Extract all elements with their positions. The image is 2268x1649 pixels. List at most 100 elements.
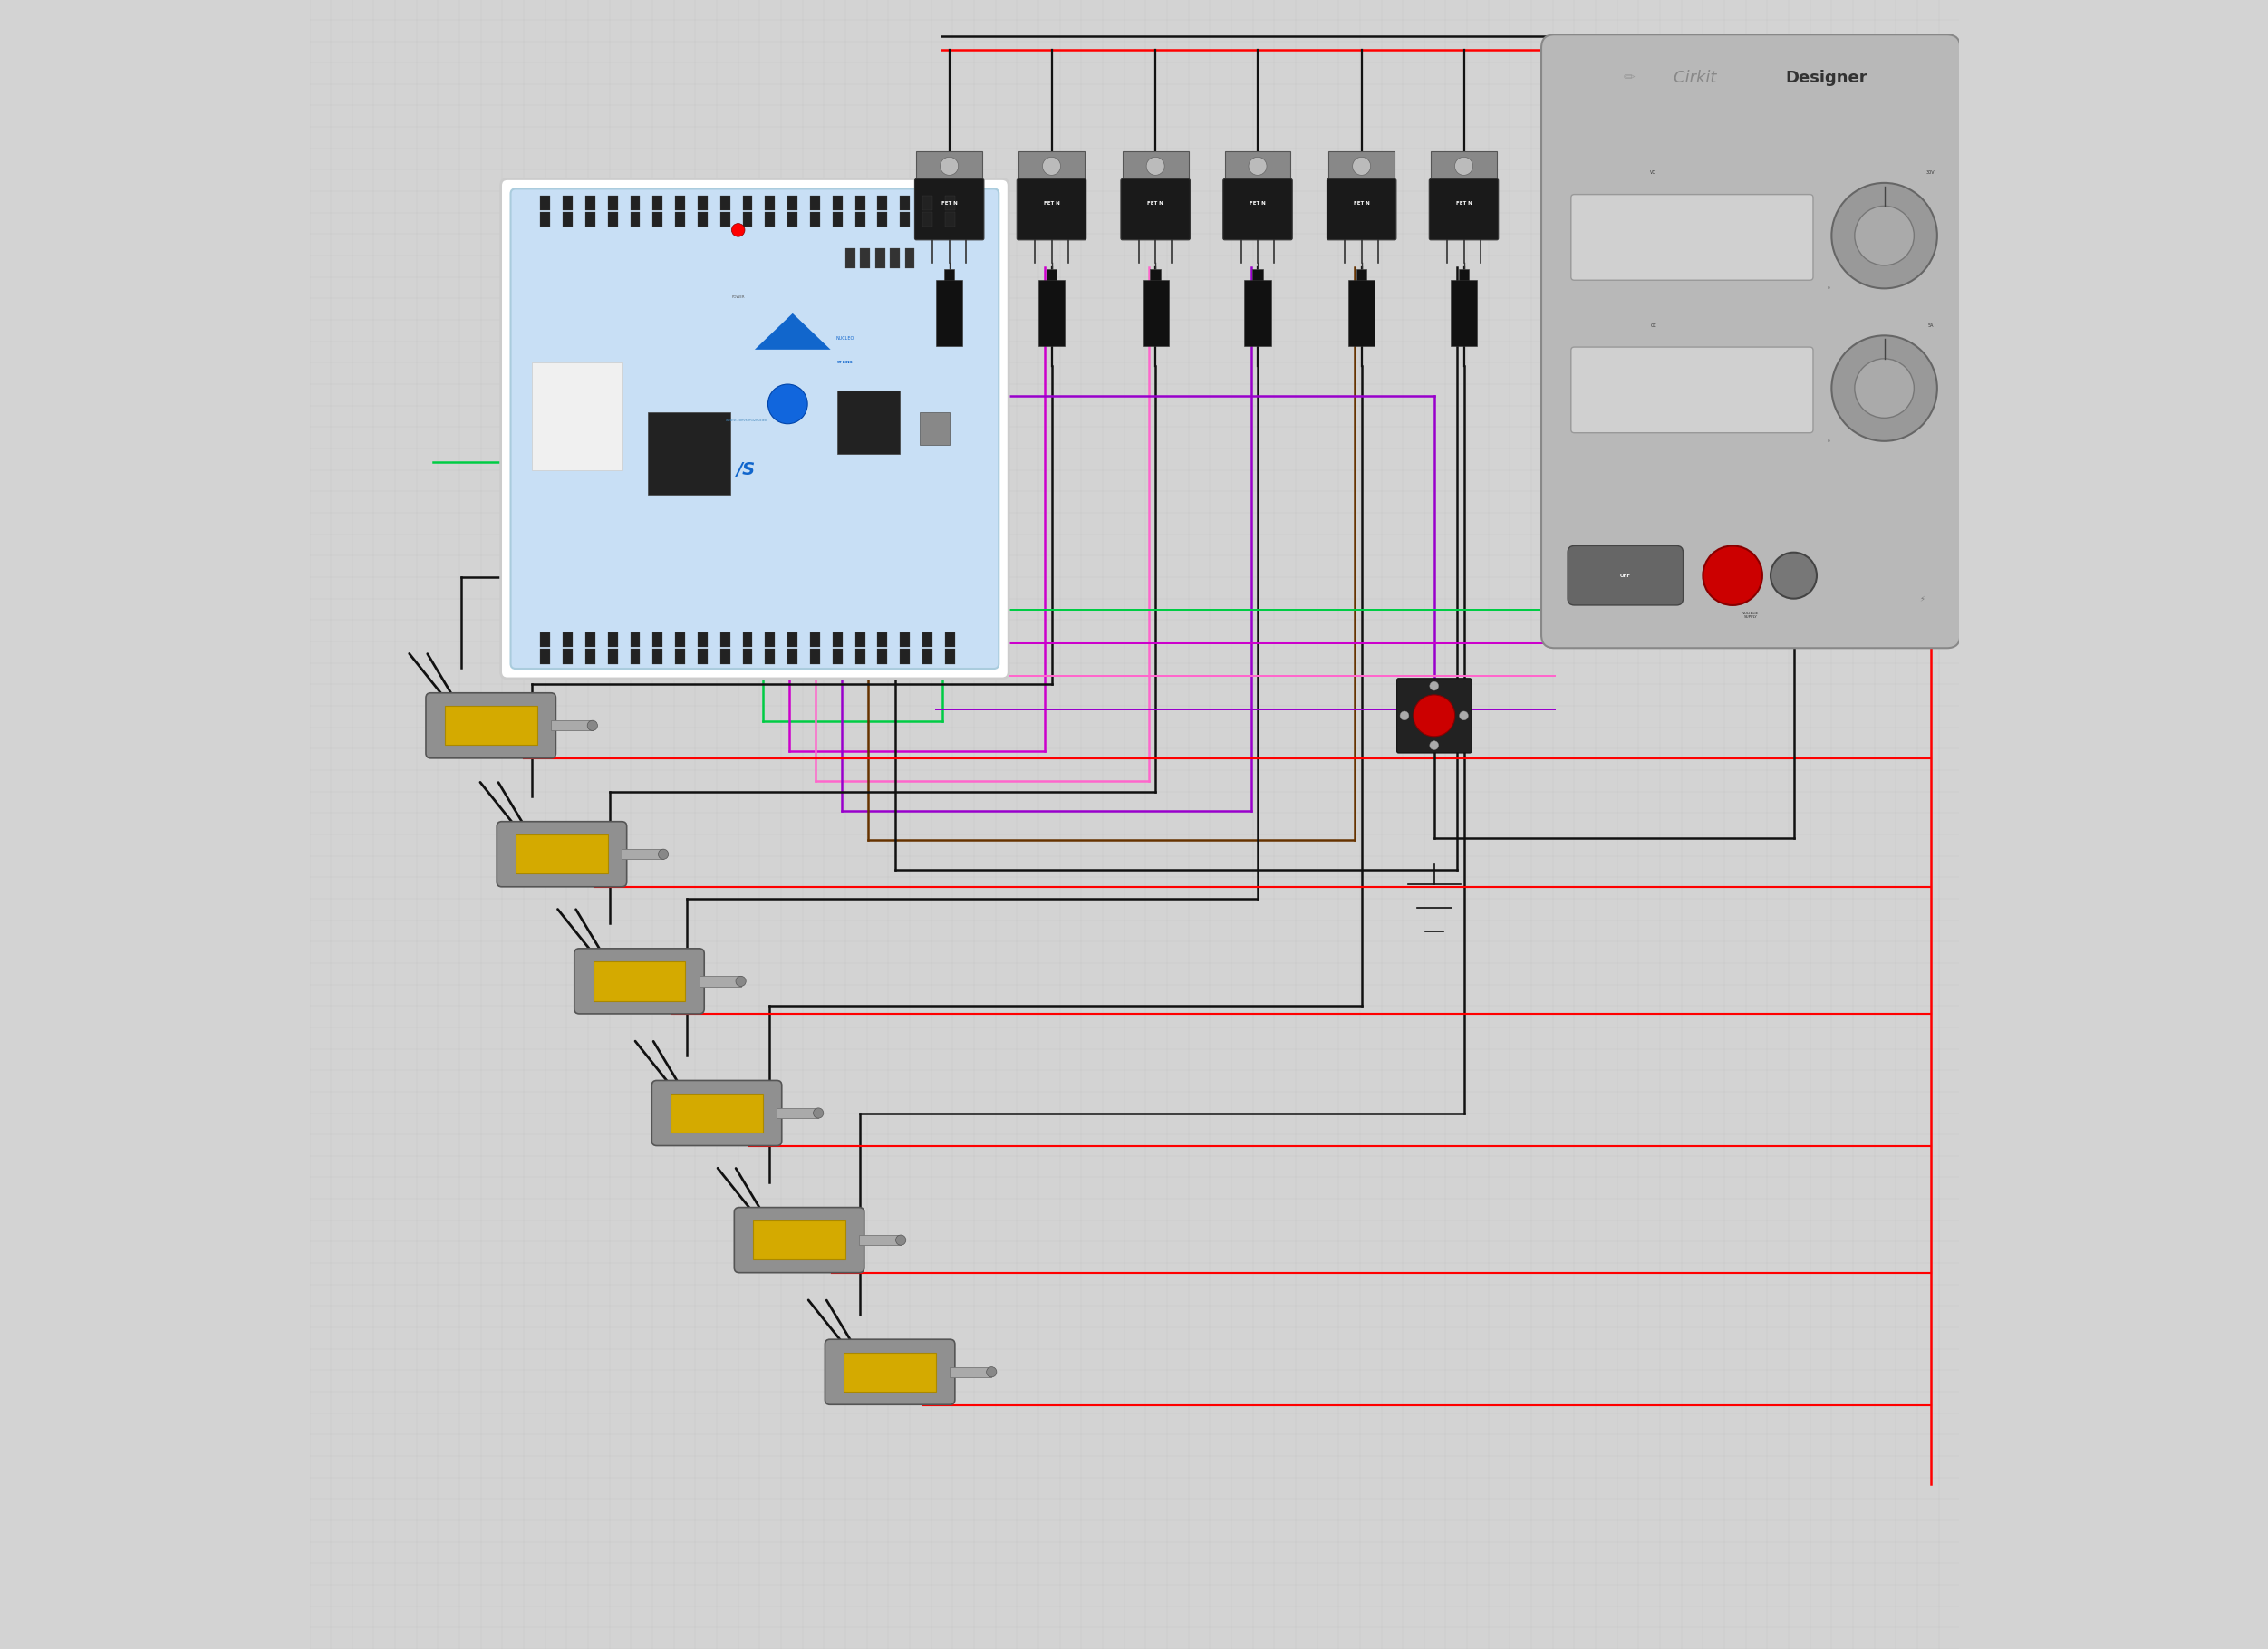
Bar [878,632,887,646]
Bar [923,213,932,228]
Circle shape [587,721,596,731]
Circle shape [1429,681,1438,691]
FancyBboxPatch shape [1222,178,1293,239]
Bar [837,391,900,453]
Bar [764,632,776,646]
Text: FET N: FET N [941,201,957,206]
Circle shape [1855,358,1914,417]
Bar [1039,280,1064,346]
FancyBboxPatch shape [1567,546,1683,605]
Text: 30V: 30V [1926,171,1935,175]
Bar [900,648,909,663]
Circle shape [735,976,746,986]
Bar [562,213,574,228]
Bar [721,648,730,663]
Bar [540,196,551,211]
Bar [699,213,708,228]
Bar [787,648,798,663]
Bar [533,363,624,470]
Bar [787,196,798,211]
Bar [787,213,798,228]
Text: ⚡: ⚡ [1919,595,1926,602]
Bar [585,196,594,211]
Circle shape [814,1108,823,1118]
Bar [608,648,617,663]
Circle shape [733,224,744,237]
Bar [923,648,932,663]
Bar [832,648,841,663]
Bar [923,632,932,646]
Bar [810,213,821,228]
Bar [653,213,662,228]
FancyBboxPatch shape [426,693,556,759]
Circle shape [1043,157,1061,175]
Bar [631,632,640,646]
Bar [1150,269,1161,292]
Bar [721,213,730,228]
Bar [946,213,955,228]
Bar [1356,269,1368,292]
Text: Cirkit: Cirkit [1674,69,1721,86]
Circle shape [658,849,669,859]
FancyBboxPatch shape [1016,178,1086,239]
Bar [1018,152,1084,180]
Bar [810,648,821,663]
Bar [699,632,708,646]
Text: VOLTAGE
SUPPLY: VOLTAGE SUPPLY [1742,612,1760,618]
Bar [919,412,950,445]
FancyBboxPatch shape [1327,178,1397,239]
Bar [900,632,909,646]
Bar [946,196,955,211]
Circle shape [1413,694,1454,737]
Bar [846,249,855,269]
FancyBboxPatch shape [497,821,626,887]
Text: /S: /S [737,462,755,478]
FancyBboxPatch shape [501,180,1009,679]
Bar [832,213,841,228]
Bar [742,213,753,228]
Bar [445,706,538,745]
Bar [855,632,864,646]
Circle shape [769,384,807,424]
Bar [540,632,551,646]
Bar [764,213,776,228]
FancyBboxPatch shape [651,1080,782,1146]
Bar [608,196,617,211]
Bar [878,648,887,663]
FancyBboxPatch shape [1542,35,1960,648]
Bar [875,249,885,269]
Bar [878,213,887,228]
Bar [923,196,932,211]
Bar [900,213,909,228]
Bar [671,1093,762,1133]
Bar [608,213,617,228]
Bar [562,196,574,211]
Bar [946,648,955,663]
Bar [621,849,662,859]
Circle shape [1833,335,1937,440]
Text: FET N: FET N [1354,201,1370,206]
Bar [631,196,640,211]
Bar [585,648,594,663]
Bar [860,249,871,269]
Bar [515,834,608,874]
Bar [855,648,864,663]
Bar [878,196,887,211]
Circle shape [941,157,959,175]
Bar [608,632,617,646]
Text: FET N: FET N [1043,201,1059,206]
Text: Designer: Designer [1785,69,1867,86]
Circle shape [987,1367,996,1377]
Bar [889,249,900,269]
Bar [946,632,955,646]
Bar [832,196,841,211]
Bar [764,648,776,663]
Bar [676,213,685,228]
Text: www.st.com/stm32nucleo: www.st.com/stm32nucleo [726,419,767,422]
Circle shape [896,1235,905,1245]
Text: 0: 0 [1828,287,1830,290]
FancyBboxPatch shape [1397,678,1472,754]
Circle shape [1145,157,1163,175]
Bar [950,1367,991,1377]
Bar [676,632,685,646]
